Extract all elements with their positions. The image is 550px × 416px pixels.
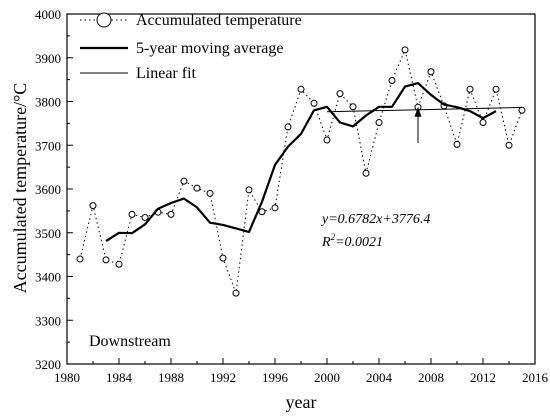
y-tick-labels: 3200 3300 3400 3500 3600 3700 3800 3900 4000 [35, 7, 61, 372]
data-point [102, 256, 110, 264]
data-point [297, 85, 305, 93]
r-squared-label: R2=0.0021 [321, 232, 383, 250]
y-axis-title: Accumulated temperature/°C [10, 83, 30, 294]
x-tick-label: 1988 [158, 370, 184, 385]
data-point [336, 90, 344, 98]
r-squared-value: =0.0021 [335, 235, 383, 250]
x-tick-label: 2004 [366, 370, 393, 385]
series-linear-fit-line [326, 106, 523, 113]
legend-label-linear-fit: Linear fit [136, 65, 197, 82]
data-point [141, 213, 149, 221]
data-point [427, 68, 435, 76]
data-point [76, 255, 84, 263]
y-tick-label: 4000 [35, 7, 61, 22]
y-tick-label: 3500 [35, 226, 61, 241]
data-point [323, 136, 331, 144]
x-tick-label: 1996 [262, 370, 289, 385]
data-point [284, 123, 292, 131]
legend-label-moving-average: 5-year moving average [136, 40, 283, 57]
x-tick-label: 2012 [470, 370, 496, 385]
data-point [89, 202, 97, 210]
data-point [258, 208, 266, 216]
series-moving-average-line [105, 81, 497, 243]
data-point [505, 141, 513, 149]
data-point [206, 189, 214, 197]
data-point [349, 103, 357, 111]
r-squared-prefix: R [321, 235, 331, 250]
annotation-layer [414, 106, 422, 144]
region-label: Downstream [89, 333, 171, 350]
data-point [219, 254, 227, 262]
legend-label-accumulated: Accumulated temperature [136, 12, 302, 29]
data-point [453, 140, 461, 148]
tick-marks [66, 13, 536, 365]
y-tick-label: 3800 [35, 95, 61, 110]
x-tick-label: 1980 [54, 370, 80, 385]
y-tick-label: 3400 [35, 270, 61, 285]
y-tick-label: 3600 [35, 182, 61, 197]
data-point [466, 85, 474, 93]
data-point [167, 210, 175, 218]
data-point [518, 106, 526, 114]
r-squared-superscript: 2 [331, 232, 336, 242]
x-tick-label: 2016 [522, 370, 549, 385]
y-tick-label: 3700 [35, 138, 61, 153]
series-layer [76, 46, 526, 297]
data-point [193, 184, 201, 192]
x-tick-label: 2000 [314, 370, 340, 385]
data-point [232, 289, 240, 297]
equation-label: y=0.6782x+3776.4 [320, 212, 430, 227]
data-point [375, 119, 383, 126]
y-tick-label: 3200 [35, 357, 61, 372]
legend-swatch-circle [96, 12, 112, 28]
legend: Accumulated temperature 5-year moving av… [80, 12, 302, 82]
data-point [128, 210, 136, 218]
x-tick-label: 1992 [210, 370, 236, 385]
data-point [401, 46, 409, 54]
data-point [362, 169, 370, 177]
data-point [492, 85, 500, 93]
data-point [245, 186, 253, 194]
data-point [271, 204, 279, 212]
x-tick-labels: 1980 1984 1988 1992 1996 2000 2004 2008 2012 2016 [54, 370, 549, 385]
x-axis-title: year [286, 392, 317, 412]
data-point [479, 119, 487, 126]
data-point [388, 77, 396, 84]
x-tick-label: 2008 [418, 370, 444, 385]
data-point [115, 260, 123, 268]
data-point [180, 177, 188, 185]
y-tick-label: 3300 [35, 313, 61, 328]
annotation-arrow-head [414, 106, 422, 117]
x-tick-label: 1984 [106, 370, 133, 385]
data-point [310, 99, 318, 107]
y-tick-label: 3900 [35, 51, 61, 66]
